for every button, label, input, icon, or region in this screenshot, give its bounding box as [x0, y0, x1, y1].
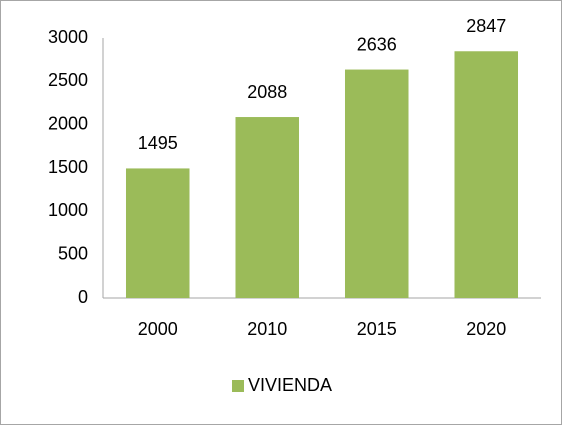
- y-tick-label: 1000: [48, 200, 88, 220]
- data-label: 2088: [247, 82, 287, 102]
- y-tick-label: 2000: [48, 113, 88, 133]
- x-tick-label: 2015: [357, 319, 397, 339]
- legend-swatch: [232, 380, 244, 392]
- x-tick-label: 2000: [138, 319, 178, 339]
- y-tick-label: 1500: [48, 157, 88, 177]
- y-tick-label: 0: [78, 287, 88, 307]
- y-tick-label: 500: [58, 243, 88, 263]
- bar: [344, 69, 409, 299]
- y-tick-label: 2500: [48, 70, 88, 90]
- y-tick-label: 3000: [48, 27, 88, 47]
- bar: [125, 168, 190, 298]
- x-tick-label: 2020: [466, 319, 506, 339]
- bar: [454, 51, 519, 299]
- x-tick-label: 2010: [247, 319, 287, 339]
- data-label: 2636: [357, 34, 397, 54]
- data-label: 2847: [466, 16, 506, 36]
- legend-label: VIVIENDA: [248, 375, 332, 395]
- data-label: 1495: [138, 133, 178, 153]
- bar: [235, 117, 300, 298]
